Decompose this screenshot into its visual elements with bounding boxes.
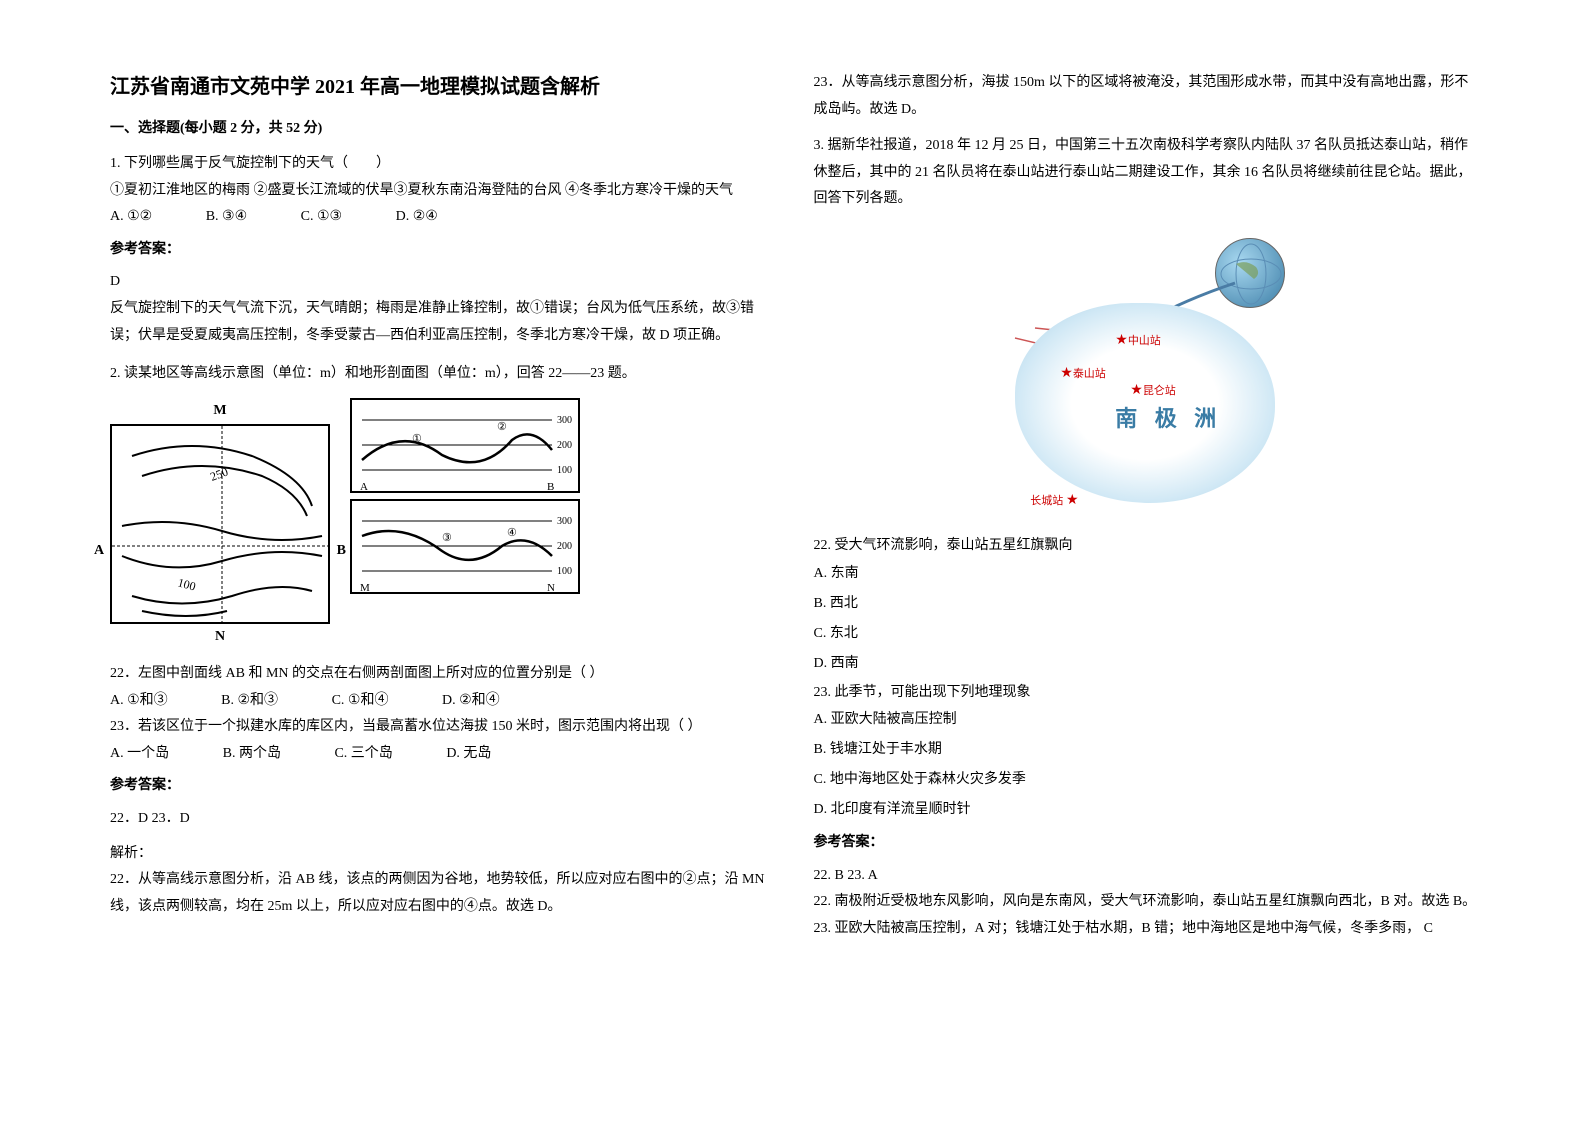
q2-expl23: 23．从等高线示意图分析，海拔 150m 以下的区域将被淹没，其范围形成水带，而… xyxy=(814,70,1478,123)
svg-text:300: 300 xyxy=(557,415,572,426)
q3-expl23: 23. 亚欧大陆被高压控制，A 对；钱塘江处于枯水期，B 错；地中海地区是地中海… xyxy=(814,916,1478,943)
contour-label-b: B xyxy=(337,538,346,565)
svg-text:①: ① xyxy=(412,433,422,445)
svg-text:④: ④ xyxy=(507,527,517,539)
q1-options: A. ①② B. ③④ C. ①③ D. ②④ xyxy=(110,204,774,231)
q2-23-opt-d: D. 无岛 xyxy=(446,741,491,768)
star-icon: ★ xyxy=(1066,493,1079,508)
q3-answer: 22. B 23. A xyxy=(814,863,1478,890)
q2-stem: 2. 读某地区等高线示意图（单位：m）和地形剖面图（单位：m），回答 22——2… xyxy=(110,361,774,388)
q2-expl-label: 解析： xyxy=(110,841,774,868)
station-kunlun-label: 昆仑站 xyxy=(1143,385,1176,397)
station-changcheng: 长城站 ★ xyxy=(1030,488,1078,515)
q3-22-stem: 22. 受大气环流影响，泰山站五星红旗飘向 xyxy=(814,533,1478,560)
svg-text:A: A xyxy=(360,481,368,493)
q1-opt-b: B. ③④ xyxy=(206,204,247,231)
q3-answer-label: 参考答案： xyxy=(814,830,1478,857)
q1-explanation: 反气旋控制下的天气气流下沉，天气晴朗；梅雨是准静止锋控制，故①错误；台风为低气压… xyxy=(110,296,774,349)
contour-label-n: N xyxy=(110,624,330,651)
q1-answer: D xyxy=(110,269,774,296)
q1-opt-a: A. ①② xyxy=(110,204,152,231)
question-3: 3. 据新华社报道，2018 年 12 月 25 日，中国第三十五次南极科学考察… xyxy=(814,133,1478,942)
q3-23-opt-c: C. 地中海地区处于森林火灾多发季 xyxy=(814,766,1478,794)
star-icon: ★ xyxy=(1130,383,1143,398)
contour-map: 250 100 A B xyxy=(110,424,330,624)
q1-answer-label: 参考答案： xyxy=(110,237,774,264)
q3-22-opt-c: C. 东北 xyxy=(814,620,1478,648)
station-taishan: ★泰山站 xyxy=(1060,361,1106,388)
q3-23-opt-d: D. 北印度有洋流呈顺时针 xyxy=(814,796,1478,824)
q2-figures: M 250 100 A B xyxy=(110,398,774,651)
star-icon: ★ xyxy=(1060,366,1073,381)
q2-22-options: A. ①和③ B. ②和③ C. ①和④ D. ②和④ xyxy=(110,688,774,715)
q2-22-opt-b: B. ②和③ xyxy=(221,688,278,715)
antarctica-map: 南 极 洲 ★中山站 ★泰山站 ★昆仑站 长城站 ★ xyxy=(975,233,1315,513)
profile-chart-mn: 300 200 100 ③ ④ M N xyxy=(350,499,580,594)
svg-text:B: B xyxy=(547,481,554,493)
star-icon: ★ xyxy=(1115,333,1128,348)
q2-22-opt-c: C. ①和④ xyxy=(332,688,389,715)
q3-stem: 3. 据新华社报道，2018 年 12 月 25 日，中国第三十五次南极科学考察… xyxy=(814,133,1478,213)
q1-opt-d: D. ②④ xyxy=(396,204,438,231)
contour-label-m: M xyxy=(110,398,330,425)
q3-expl22: 22. 南极附近受极地东风影响，风向是东南风，受大气环流影响，泰山站五星红旗飘向… xyxy=(814,889,1478,916)
contour-label-a: A xyxy=(94,538,104,565)
question-2: 2. 读某地区等高线示意图（单位：m）和地形剖面图（单位：m），回答 22——2… xyxy=(110,361,774,920)
contour-svg: 250 100 xyxy=(112,426,332,626)
section-header: 一、选择题(每小题 2 分，共 52 分) xyxy=(110,117,774,137)
q2-expl22: 22．从等高线示意图分析，沿 AB 线，该点的两侧因为谷地，地势较低，所以应对应… xyxy=(110,867,774,920)
profile-svg-1: 300 200 100 ① ② A B xyxy=(352,400,582,495)
station-changcheng-label: 长城站 xyxy=(1030,495,1063,507)
q2-23-opt-b: B. 两个岛 xyxy=(223,741,281,768)
svg-text:100: 100 xyxy=(176,576,197,594)
svg-text:③: ③ xyxy=(442,532,452,544)
svg-text:300: 300 xyxy=(557,516,572,527)
q3-22-options: A. 东南 B. 西北 C. 东北 D. 西南 xyxy=(814,560,1478,678)
q3-23-stem: 23. 此季节，可能出现下列地理现象 xyxy=(814,680,1478,707)
q2-answer: 22．D 23．D xyxy=(110,806,774,833)
station-zhongshan: ★中山站 xyxy=(1115,328,1161,355)
q3-22-opt-b: B. 西北 xyxy=(814,590,1478,618)
q3-23-opt-a: A. 亚欧大陆被高压控制 xyxy=(814,706,1478,734)
page-title: 江苏省南通市文苑中学 2021 年高一地理模拟试题含解析 xyxy=(110,70,774,99)
q1-detail: ①夏初江淮地区的梅雨 ②盛夏长江流域的伏旱③夏秋东南沿海登陆的台风 ④冬季北方寒… xyxy=(110,178,774,205)
svg-text:200: 200 xyxy=(557,440,572,451)
q2-23-opt-c: C. 三个岛 xyxy=(334,741,392,768)
q3-22-opt-a: A. 东南 xyxy=(814,560,1478,588)
profile-charts: 300 200 100 ① ② A B 300 xyxy=(350,398,580,651)
svg-text:200: 200 xyxy=(557,541,572,552)
station-kunlun: ★昆仑站 xyxy=(1130,378,1176,405)
q2-22-stem: 22．左图中剖面线 AB 和 MN 的交点在右侧两剖面图上所对应的位置分别是（ … xyxy=(110,661,774,688)
profile-chart-ab: 300 200 100 ① ② A B xyxy=(350,398,580,493)
svg-text:②: ② xyxy=(497,421,507,433)
svg-text:100: 100 xyxy=(557,566,572,577)
svg-text:M: M xyxy=(360,582,370,594)
contour-map-wrapper: M 250 100 A B xyxy=(110,398,330,651)
q2-23-opt-a: A. 一个岛 xyxy=(110,741,169,768)
svg-text:N: N xyxy=(547,582,555,594)
station-taishan-label: 泰山站 xyxy=(1073,368,1106,380)
q2-answer-label: 参考答案： xyxy=(110,773,774,800)
station-zhongshan-label: 中山站 xyxy=(1128,335,1161,347)
q2-23-stem: 23．若该区位于一个拟建水库的库区内，当最高蓄水位达海拔 150 米时，图示范围… xyxy=(110,714,774,741)
profile-svg-2: 300 200 100 ③ ④ M N xyxy=(352,501,582,596)
q1-opt-c: C. ①③ xyxy=(301,204,342,231)
q2-23-options: A. 一个岛 B. 两个岛 C. 三个岛 D. 无岛 xyxy=(110,741,774,768)
q3-23-opt-b: B. 钱塘江处于丰水期 xyxy=(814,736,1478,764)
svg-text:100: 100 xyxy=(557,465,572,476)
q3-23-options: A. 亚欧大陆被高压控制 B. 钱塘江处于丰水期 C. 地中海地区处于森林火灾多… xyxy=(814,706,1478,824)
q2-22-opt-a: A. ①和③ xyxy=(110,688,168,715)
q1-stem: 1. 下列哪些属于反气旋控制下的天气（ ） xyxy=(110,151,774,178)
q2-22-opt-d: D. ②和④ xyxy=(442,688,500,715)
q3-22-opt-d: D. 西南 xyxy=(814,650,1478,678)
question-1: 1. 下列哪些属于反气旋控制下的天气（ ） ①夏初江淮地区的梅雨 ②盛夏长江流域… xyxy=(110,151,774,349)
